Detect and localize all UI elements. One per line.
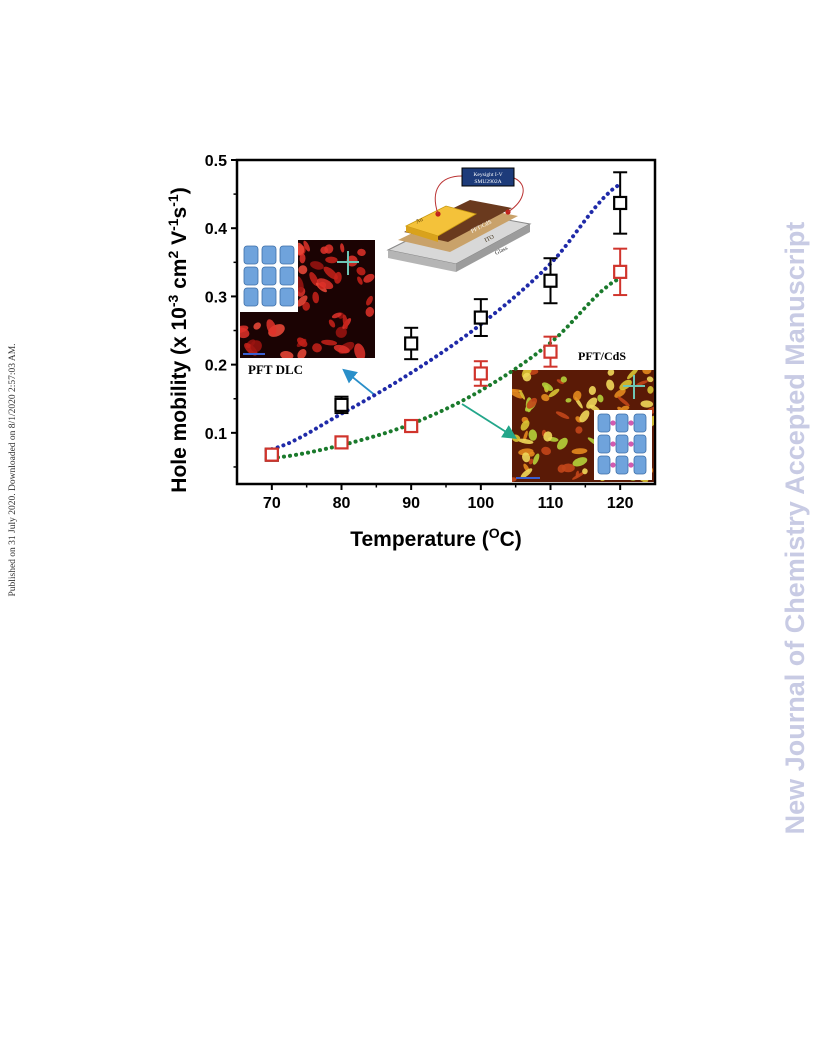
label-au: Au (415, 217, 424, 226)
inset-right-schematic (597, 413, 647, 475)
data-point-series-2 (473, 366, 488, 381)
y-axis-ticks: 0.1 0.2 0.3 0.4 0.5 (205, 153, 237, 468)
smu-label-2: SMU2902A (474, 179, 501, 185)
smu-box (461, 167, 515, 187)
y-tick-label: 0.3 (205, 289, 227, 306)
data-point-series-2 (404, 418, 419, 434)
device-schematic: Keysight I-V SMU2902A Au PFT/CdS ITO Gla… (386, 167, 532, 272)
data-point-series-1 (613, 195, 628, 211)
x-tick-label: 110 (538, 495, 564, 512)
x-tick-label: 120 (607, 495, 634, 512)
device-glass-front (456, 224, 530, 272)
device-au-side (406, 226, 438, 242)
data-point-series-2 (543, 344, 558, 359)
wire-left (434, 175, 463, 215)
x-axis-ticks: 70 80 90 100 110 120 (263, 484, 634, 512)
data-point-series-1 (404, 336, 419, 351)
smu-label-1: Keysight I-V (473, 172, 502, 178)
y-tick-label: 0.5 (205, 153, 227, 170)
y-tick-label: 0.1 (205, 426, 227, 443)
x-axis-label: Temperature (OC) (350, 525, 522, 551)
arrow-to-right-inset (461, 403, 518, 439)
data-points (264, 171, 628, 462)
data-point-series-2 (613, 264, 628, 279)
y-tick-label: 0.2 (205, 358, 227, 375)
inset-left-schematic (243, 245, 295, 307)
x-tick-label: 80 (333, 495, 351, 512)
data-point-series-2 (334, 435, 349, 450)
label-ito: ITO (484, 234, 496, 244)
y-axis-label: Hole mobility (x 10-3 cm2 V-1s-1) (165, 187, 191, 492)
data-point-series-1 (334, 397, 349, 412)
inset-left-label: PFT DLC (248, 362, 303, 377)
data-point-series-2 (264, 447, 279, 462)
data-point-series-1 (473, 310, 488, 325)
x-tick-label: 90 (402, 495, 420, 512)
arrow-to-left-inset (342, 368, 377, 397)
crosshair-icon (337, 251, 359, 275)
fit-curves (269, 181, 623, 461)
inset-pft-dlc (240, 240, 375, 358)
wire-right (507, 177, 524, 213)
device-glass-side (388, 250, 456, 272)
inset-pft-cds (512, 370, 654, 482)
fit-curve-1 (269, 181, 623, 452)
fit-curve-2 (269, 276, 623, 461)
inset-right-label: PFT/CdS (578, 349, 626, 363)
x-tick-label: 70 (263, 495, 281, 512)
crosshair-icon (623, 375, 645, 399)
y-tick-label: 0.4 (205, 221, 227, 238)
data-point-series-1 (543, 273, 558, 288)
label-glass: Glass (494, 245, 509, 257)
x-tick-label: 100 (467, 495, 494, 512)
